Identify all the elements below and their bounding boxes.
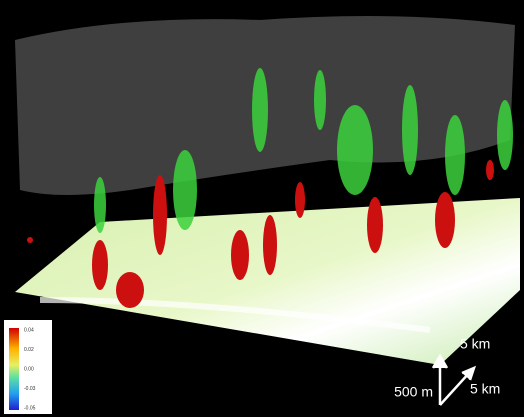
colorbar-tick-label: 0.00 (24, 366, 34, 372)
colorbar-tick-label: -0.03 (24, 386, 36, 392)
colorbar-tick-label: 0.02 (24, 347, 34, 353)
scale-north: 5 km (460, 336, 490, 352)
colorbar-tick-label: 0.04 (24, 327, 34, 333)
colorbar (9, 328, 19, 410)
visualization: 0.04 0.02 0.00 -0.03 -0.05 5 km 500 m 5 km (0, 0, 524, 417)
colorbar-tick-label: -0.05 (24, 405, 36, 411)
scale-vertical: 500 m (394, 384, 433, 400)
scale-east: 5 km (470, 381, 500, 397)
